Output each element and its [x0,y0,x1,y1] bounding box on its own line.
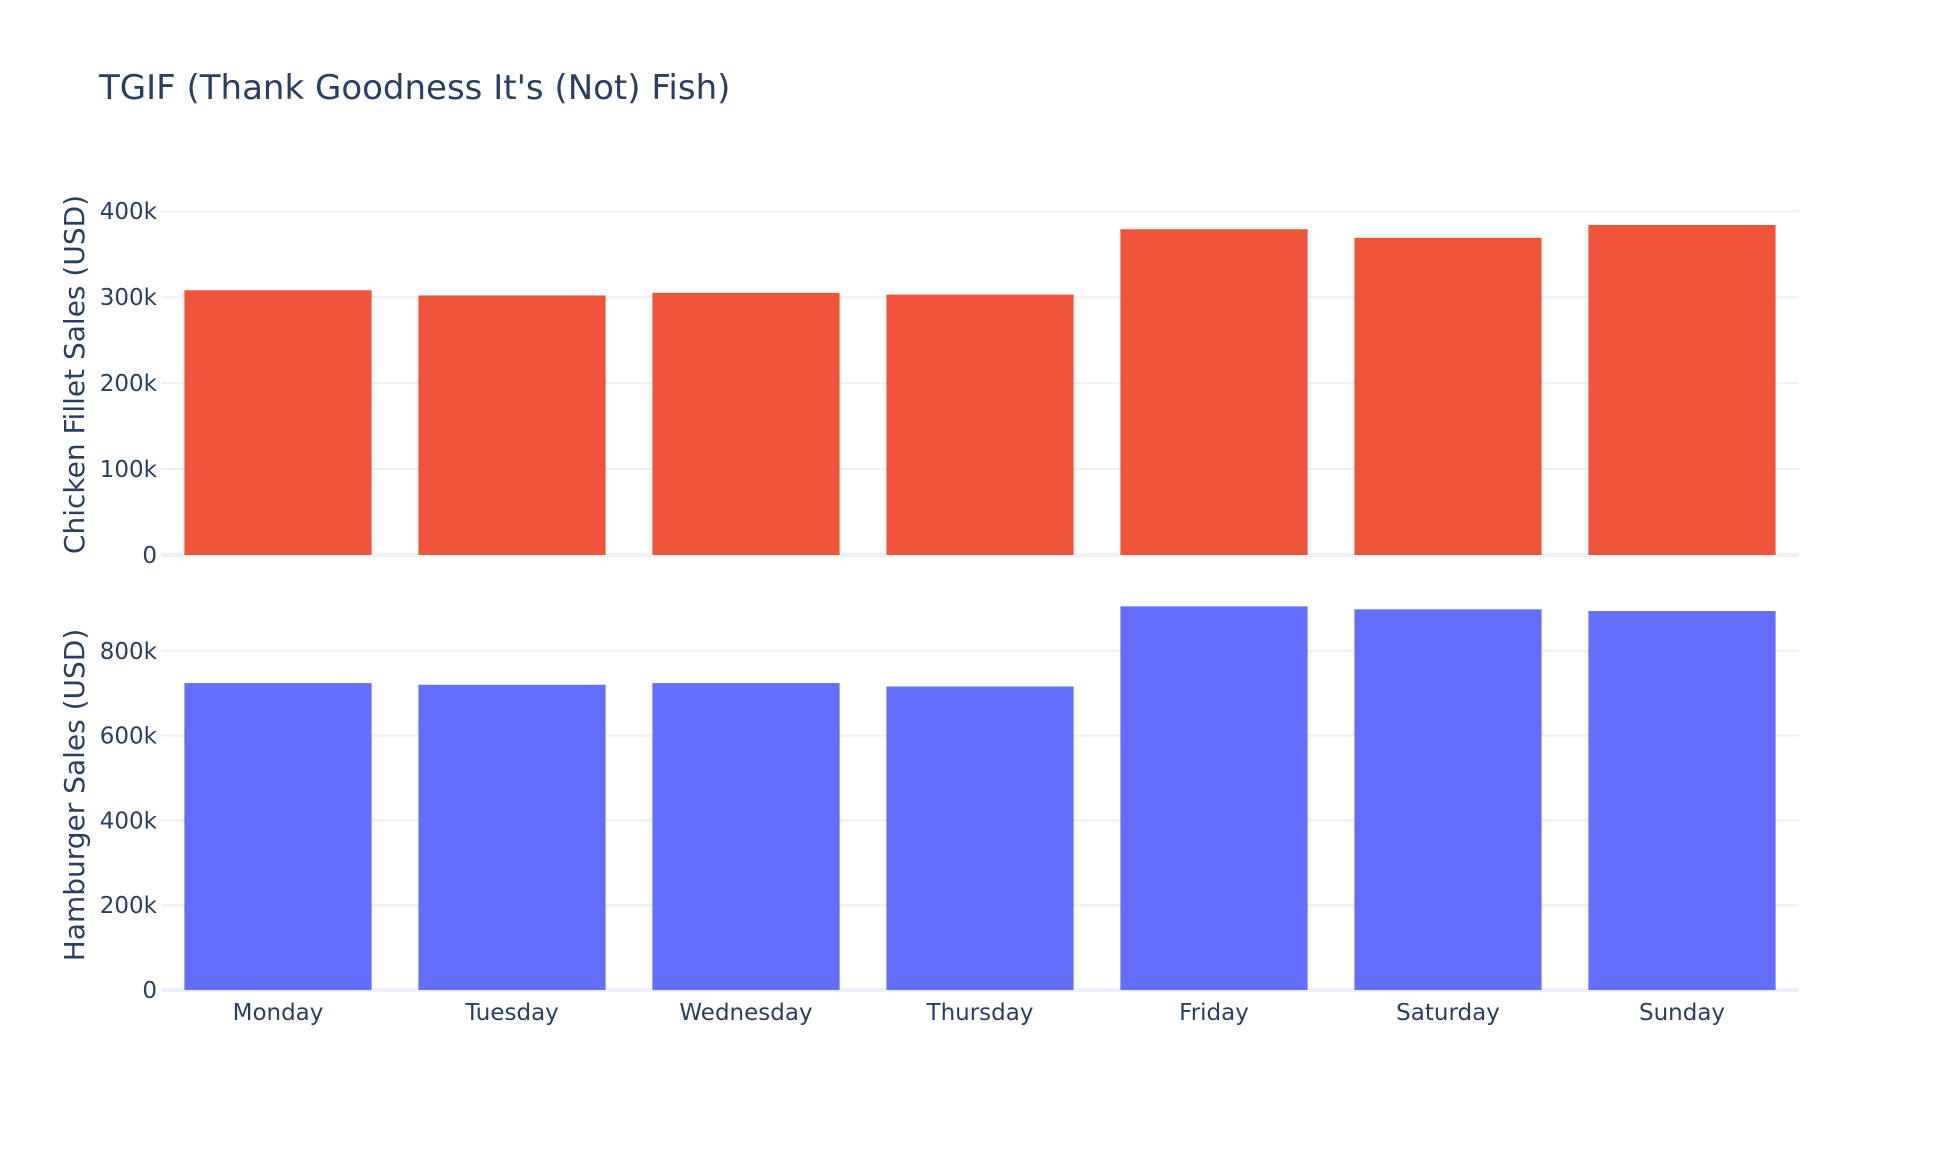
x-tick-label: Wednesday [679,1000,812,1026]
y-tick-label: 600k [100,724,158,750]
bar-saturday[interactable] [1354,237,1542,556]
bar-sunday[interactable] [1588,224,1776,555]
y-tick-label: 200k [100,371,158,397]
subplot-1: 0 100k 200k 300k 400k Chicken Fillet Sales (U… [58,195,1799,569]
y-tick-label: 0 [142,543,157,569]
bar-monday[interactable] [184,683,372,990]
x-tick-label: Friday [1179,1000,1249,1026]
y-tick-label: 400k [100,808,158,834]
bar-sunday[interactable] [1588,611,1776,990]
x-tick-label: Thursday [926,1000,1034,1026]
bar-tuesday[interactable] [418,684,606,990]
y-tick-label: 0 [142,978,157,1004]
bar-thursday[interactable] [886,686,1074,990]
x-tick-label: Monday [233,1000,324,1026]
x-tick-label: Sunday [1639,1000,1725,1026]
y-tick-label: 400k [100,199,158,225]
x-axis-tick-labels: Monday Tuesday Wednesday Thursday Friday Satu… [233,1000,1725,1026]
chart-title: TGIF (Thank Goodness It's (Not) Fish) [98,68,730,108]
bar-wednesday[interactable] [652,683,840,990]
x-tick-label: Saturday [1396,1000,1500,1026]
x-tick-label: Tuesday [464,1000,559,1026]
bar-friday[interactable] [1120,229,1308,555]
bar-friday[interactable] [1120,606,1308,990]
bar-wednesday[interactable] [652,292,840,555]
y-tick-label: 100k [100,457,158,483]
bar-thursday[interactable] [886,294,1074,555]
bar-tuesday[interactable] [418,295,606,555]
y-tick-label: 200k [100,893,158,919]
y-tick-label: 800k [100,639,158,665]
y-axis-title: Chicken Fillet Sales (USD) [58,195,91,554]
chart-panels: 0 100k 200k 300k 400k Chicken Fillet Sales (U… [58,195,1799,1004]
bar-saturday[interactable] [1354,609,1542,990]
subplot-2: 0 200k 400k 600k 800k Hamburger Sales (USD) [58,606,1799,1004]
bar-monday[interactable] [184,290,372,555]
y-tick-label: 300k [100,285,158,311]
y-axis-title: Hamburger Sales (USD) [58,629,91,962]
